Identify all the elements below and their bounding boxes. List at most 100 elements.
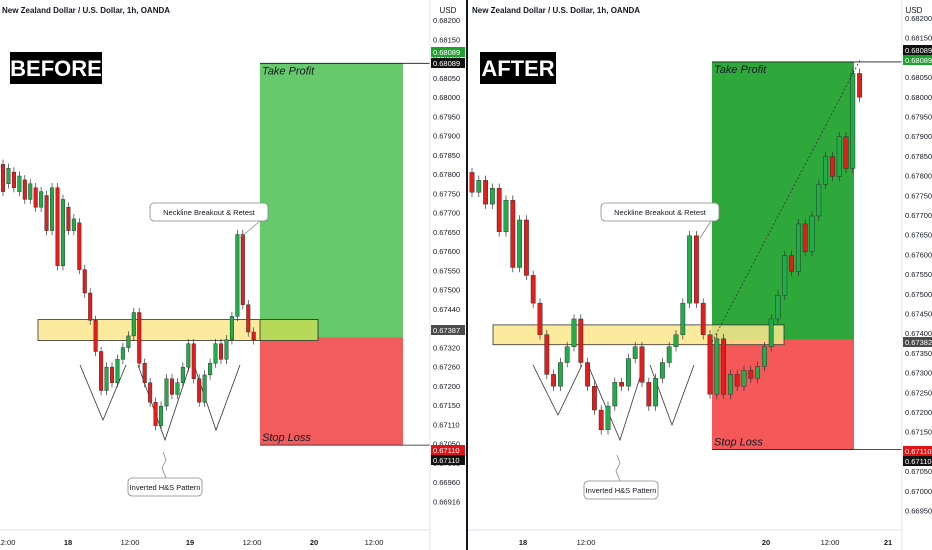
y-tick-label: 0.67650 (905, 231, 932, 240)
currency-label: USD (440, 6, 457, 15)
x-tick-label: 12:00 (365, 538, 384, 547)
candle-body (22, 179, 27, 200)
candle-body (728, 374, 733, 395)
candle-body (39, 191, 44, 208)
candle-body (120, 347, 125, 360)
candle-body (11, 171, 16, 188)
y-tick-label: 0.67550 (433, 266, 460, 275)
candle-body (33, 187, 38, 208)
candle-body (789, 255, 794, 272)
pattern-callout: Inverted H&S Pattern (130, 483, 201, 492)
candle-body (612, 382, 618, 407)
candle-body (142, 363, 147, 383)
sl-price-black-bg (903, 456, 932, 466)
y-tick-label: 0.67050 (433, 440, 460, 449)
y-tick-label: 0.67300 (905, 369, 932, 378)
candle-body (218, 343, 223, 360)
candle-body (673, 334, 679, 347)
after-badge-box (480, 52, 556, 84)
candle-body (646, 382, 652, 407)
candle-body (28, 183, 33, 200)
candle-body (707, 334, 713, 395)
y-tick-label: 0.67150 (905, 428, 932, 437)
candle-body (131, 312, 136, 337)
candle-body (240, 234, 245, 305)
y-tick-label: 0.66960 (433, 478, 460, 487)
candle-body (687, 235, 692, 304)
candle-body (197, 378, 202, 403)
chart-title: New Zealand Dollar / U.S. Dollar, 1h, OA… (2, 6, 170, 15)
candle-body (775, 295, 781, 320)
x-tick-label: 18 (64, 538, 72, 547)
candle-body (557, 362, 563, 387)
candle-body (830, 156, 835, 177)
candle-body (578, 318, 584, 363)
stop-loss-label: Stop Loss (714, 437, 763, 449)
candle-body (734, 374, 740, 387)
candle-body (653, 378, 658, 407)
y-tick-label: 0.67800 (905, 172, 932, 181)
y-tick-label: 0.68200 (433, 16, 460, 25)
current-price-bg (903, 337, 932, 347)
currency-label: USD (906, 6, 923, 15)
candle-body (235, 234, 240, 317)
tp-price-green: 0.68089 (433, 48, 460, 57)
candle-body (153, 402, 158, 426)
current-price: 0.67382 (905, 338, 932, 347)
candle-body (700, 302, 706, 335)
candle-body (66, 206, 71, 231)
pattern-line (193, 364, 241, 432)
tp-price-black-bg (903, 45, 932, 55)
y-tick-label: 0.67050 (905, 467, 932, 476)
candle-body (186, 343, 191, 368)
stop-loss-zone (712, 339, 854, 450)
candle-body (115, 359, 120, 383)
before-badge: BEFORE (10, 56, 102, 81)
candle-body (571, 318, 577, 347)
tp-price-green-bg (431, 47, 465, 57)
candle-body (748, 370, 754, 379)
candle-body (1, 164, 5, 192)
y-tick-label: 0.66950 (905, 507, 932, 516)
neckline-zone-overlap (259, 319, 319, 341)
candle-body (148, 382, 153, 403)
y-tick-label: 0.67700 (905, 211, 932, 220)
y-tick-label: 0.68050 (905, 73, 932, 82)
after-panel: New Zealand Dollar / U.S. Dollar, 1h, OA… (468, 0, 932, 550)
candle-body (823, 156, 828, 185)
y-tick-label: 0.67750 (433, 189, 460, 198)
candle-body (159, 405, 164, 426)
y-tick-label: 0.68000 (905, 93, 932, 102)
take-profit-label: Take Profit (262, 65, 315, 77)
sl-price-red-bg (431, 445, 465, 455)
candle-body (99, 351, 104, 391)
candle-body (17, 175, 22, 192)
candle-body (598, 409, 604, 431)
panel-divider (466, 0, 468, 550)
candle-body (537, 302, 543, 335)
y-tick-label: 0.67260 (433, 363, 460, 372)
pattern-callout: Inverted H&S Pattern (586, 486, 657, 495)
candle-body (510, 199, 516, 268)
candle-body (503, 199, 509, 233)
sl-price-black: 0.67110 (905, 457, 932, 466)
candle-body (680, 302, 686, 335)
y-tick-label: 0.67550 (905, 270, 932, 279)
candle-body (60, 199, 65, 266)
y-tick-label: 0.67800 (433, 170, 460, 179)
candle-body (639, 346, 645, 383)
candle-body (137, 312, 142, 364)
candle-body (175, 382, 180, 395)
x-tick-label: 18 (519, 538, 527, 547)
candle-body (44, 195, 49, 231)
pattern-callout-pointer (615, 454, 621, 482)
pattern-line (532, 364, 583, 416)
candle-body (469, 172, 475, 193)
y-tick-label: 0.67600 (905, 250, 932, 259)
candle-body (490, 188, 495, 205)
pattern-callout-box (583, 480, 659, 500)
y-tick-label: 0.67110 (433, 420, 460, 429)
y-tick-label: 0.67750 (905, 191, 932, 200)
candle-body (755, 366, 760, 379)
sl-price-red: 0.67110 (905, 447, 932, 456)
